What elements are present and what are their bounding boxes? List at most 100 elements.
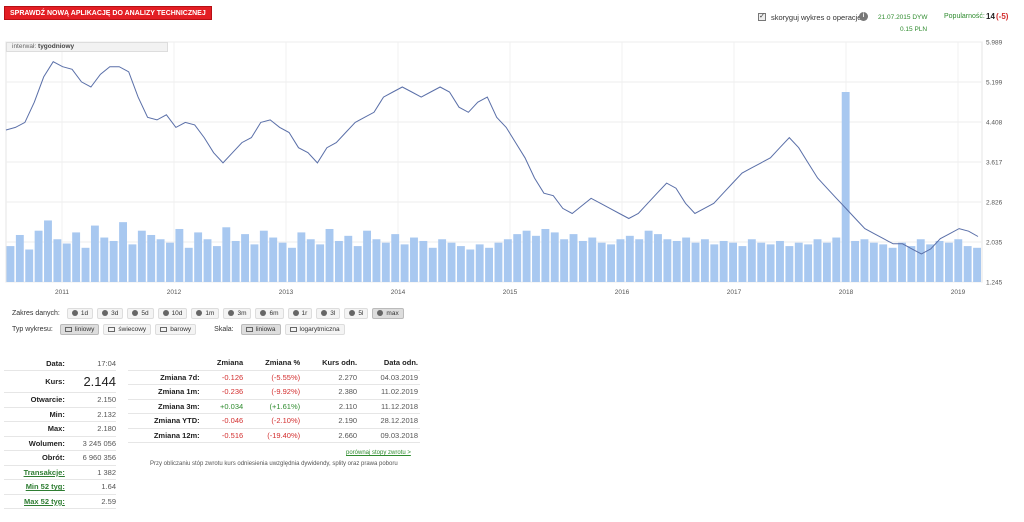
returns-label: Zmiana 1m: xyxy=(128,384,202,400)
volume-bar xyxy=(869,242,878,282)
x-tick-label: 2011 xyxy=(55,289,69,296)
returns-header: Kurs odn. xyxy=(302,356,360,371)
y-tick-label: 1.245 xyxy=(986,280,1003,287)
quote-key[interactable]: Max 52 tyg: xyxy=(4,494,68,509)
scale-1[interactable]: logarytmiczna xyxy=(284,323,345,335)
volume-bar xyxy=(363,230,371,282)
volume-bar xyxy=(325,228,334,282)
scale-label-0: liniowa xyxy=(255,325,276,333)
volume-bar xyxy=(222,227,231,282)
volume-bar xyxy=(156,239,165,282)
range-1r[interactable]: 1r xyxy=(287,307,313,319)
range-1d[interactable]: 1d xyxy=(66,307,94,319)
quote-table: Data: 17:04 Kurs: 2.144 Otwarcie: 2.150 Min: 2.… xyxy=(4,356,116,509)
type-label-1: świecowy xyxy=(118,325,147,333)
quote-key[interactable]: Transakcje: xyxy=(4,465,68,480)
type-1[interactable]: świecowy xyxy=(103,323,152,335)
x-tick-label: 2017 xyxy=(727,289,742,296)
clock-icon xyxy=(228,310,235,316)
quote-key[interactable]: Min 52 tyg: xyxy=(4,479,68,495)
range-max[interactable]: max xyxy=(372,307,404,319)
volume-bar xyxy=(231,240,240,282)
quote-row: Otwarcie: 2.150 xyxy=(4,392,116,408)
price-chart[interactable]: 5.989 5.199 4.408 3.617 2.826 2.035 1.245 2011 2… xyxy=(4,40,1020,296)
type-label: Typ wykresu: xyxy=(12,325,53,333)
volume-bar xyxy=(119,222,127,282)
quote-row: Min 52 tyg: 1.64 xyxy=(4,479,116,495)
returns-header-empty xyxy=(128,356,202,371)
range-label-3m: 3m xyxy=(237,309,247,317)
range-10d[interactable]: 10d xyxy=(157,307,188,319)
volume-bar xyxy=(90,225,99,282)
x-tick-label: 2018 xyxy=(839,289,854,296)
volume-bar xyxy=(860,239,869,282)
x-tick-label: 2013 xyxy=(279,289,294,296)
range-5d[interactable]: 5d xyxy=(127,307,154,319)
volume-bar xyxy=(278,242,287,282)
popularity-change: (-5) xyxy=(996,12,1009,21)
volume-bar xyxy=(203,239,212,282)
volume-bar xyxy=(297,232,306,282)
returns-date: 11.12.2018 xyxy=(359,399,420,414)
type-label-2: barowy xyxy=(170,325,192,333)
x-tick-label: 2016 xyxy=(615,289,630,296)
volume-bar xyxy=(503,239,512,282)
range-3m[interactable]: 3m xyxy=(223,307,252,319)
returns-ref: 2.660 xyxy=(302,428,360,443)
volume-bar xyxy=(541,228,550,282)
scale-0[interactable]: liniowa xyxy=(240,323,281,335)
scale-icon xyxy=(289,326,297,332)
volume-bar xyxy=(372,239,381,282)
returns-date: 09.03.2018 xyxy=(359,428,420,443)
range-5l[interactable]: 5l xyxy=(344,307,369,319)
dividend-date[interactable]: 21.07.2015 DYW xyxy=(878,14,928,21)
range-3l[interactable]: 3l xyxy=(316,307,341,319)
range-label-3d: 3d xyxy=(111,309,119,317)
volume-bar xyxy=(147,234,156,282)
range-label-6m: 6m xyxy=(269,309,279,317)
volume-bar xyxy=(316,244,325,282)
volume-bar xyxy=(794,242,803,282)
volume-bar xyxy=(456,246,465,282)
volume-bar xyxy=(419,240,428,282)
returns-table: Zmiana Zmiana % Kurs odn. Data odn. Zmiana 7… xyxy=(128,356,420,443)
volume-bar xyxy=(62,243,71,282)
returns-row: Zmiana YTD: -0.046 (-2.10%) 2.190 28.12.2018 xyxy=(128,413,420,429)
chart-type-icon xyxy=(108,326,116,332)
clock-icon xyxy=(377,310,384,316)
y-tick-label: 4.408 xyxy=(986,119,1003,126)
promo-button[interactable]: SPRAWDŹ NOWĄ APLIKACJĘ DO ANALIZY TECHNI… xyxy=(4,6,212,20)
volume-bar xyxy=(475,244,484,282)
type-0[interactable]: liniowy xyxy=(59,323,100,335)
clock-icon xyxy=(71,310,78,316)
x-tick-label: 2012 xyxy=(167,289,182,296)
interval-tab[interactable]: interwał: tygodniowy xyxy=(6,42,168,52)
clock-icon xyxy=(349,310,356,316)
volume-bar xyxy=(907,246,916,282)
type-2[interactable]: barowy xyxy=(155,323,197,335)
quote-row: Min: 2.132 xyxy=(4,407,116,422)
range-label-3l: 3l xyxy=(330,309,336,317)
quote-key: Min: xyxy=(4,407,68,422)
volume-bar xyxy=(241,234,249,282)
y-tick-label: 2.826 xyxy=(986,200,1003,207)
info-icon[interactable]: i xyxy=(859,12,868,21)
volume-bar xyxy=(672,240,681,282)
volume-bar xyxy=(44,220,52,282)
range-3d[interactable]: 3d xyxy=(97,307,124,319)
quote-value: 1.64 xyxy=(67,479,116,495)
volume-bar xyxy=(776,240,784,282)
volume-bar xyxy=(700,239,709,282)
compare-returns-link[interactable]: porównaj stopy zwrotu > xyxy=(346,450,411,456)
clock-icon xyxy=(321,310,328,316)
volume-bar xyxy=(607,244,615,282)
returns-label: Zmiana 12m: xyxy=(128,428,202,443)
adjust-checkbox[interactable]: ✓ xyxy=(758,13,766,21)
returns-pct: (-5.55%) xyxy=(245,370,303,385)
price-chart-svg[interactable]: 5.989 5.199 4.408 3.617 2.826 2.035 1.245 2011 2… xyxy=(4,40,1020,296)
range-6m[interactable]: 6m xyxy=(255,307,284,319)
range-1m[interactable]: 1m xyxy=(191,307,220,319)
range-label-5d: 5d xyxy=(141,309,149,317)
volume-bar xyxy=(353,246,362,282)
